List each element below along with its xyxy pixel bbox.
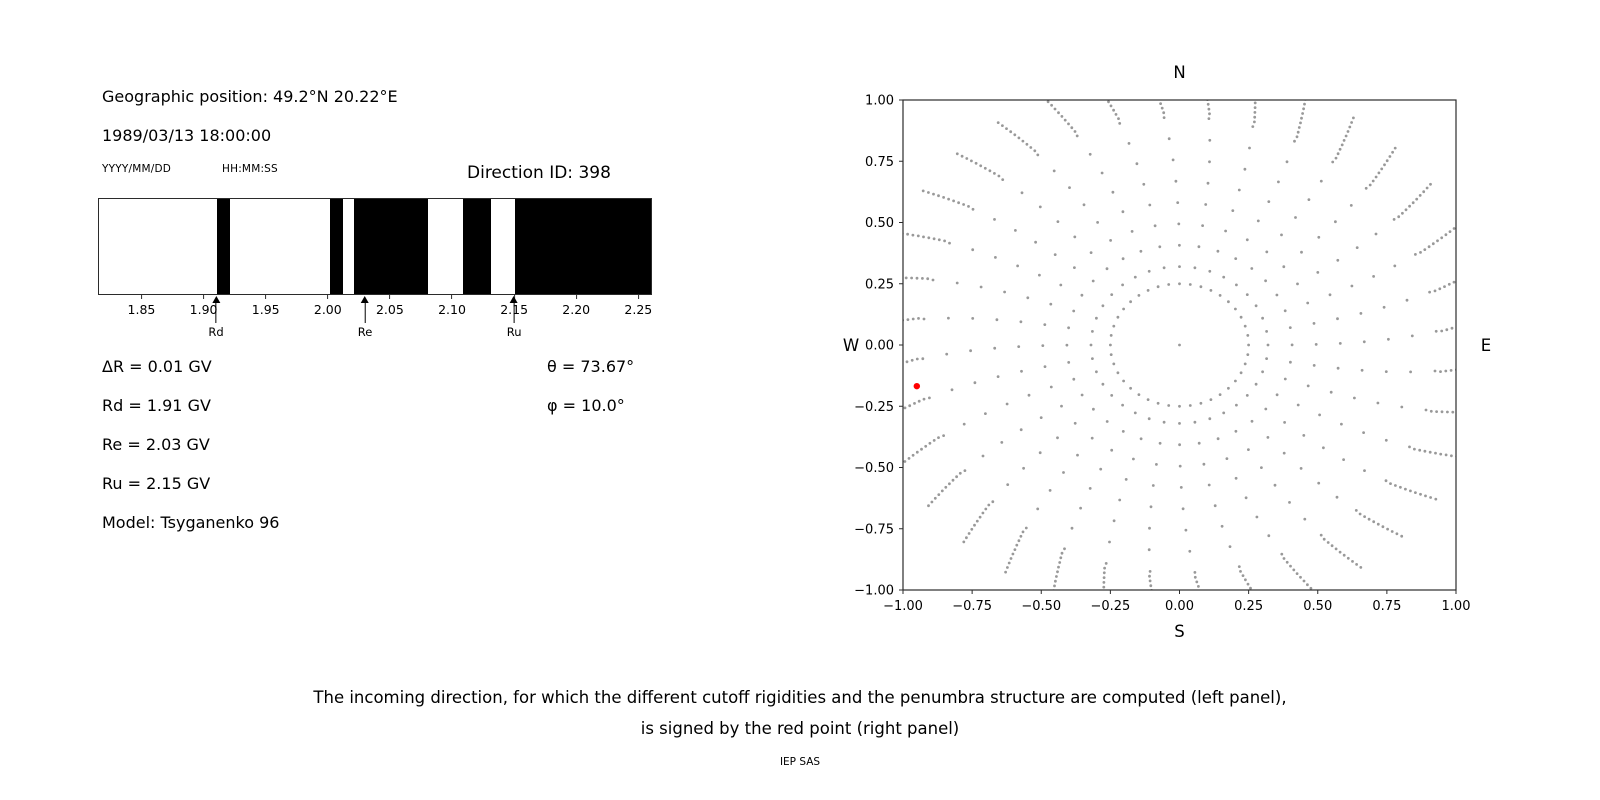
credit-text: IEP SAS: [779, 756, 821, 768]
datetime-text: 1989/03/13 18:00:00: [102, 126, 272, 145]
up-arrow-icon: [211, 296, 220, 303]
phi-value: φ = 10.0°: [547, 396, 625, 415]
y-tick-label: −0.25: [854, 400, 894, 415]
x-tick-label: 0.00: [1165, 599, 1194, 614]
tick-label: 1.90: [189, 302, 218, 317]
penumbra-axis-tick: 2.00: [314, 295, 342, 317]
marker-label: Rd: [206, 325, 226, 339]
x-tick-label: −1.00: [883, 599, 923, 614]
tick-mark: [637, 295, 639, 299]
tick-label: 2.20: [562, 302, 591, 317]
x-tick-label: 1.00: [1442, 599, 1471, 614]
rigidity-marker-re: Re: [355, 295, 375, 339]
x-tick-label: 0.75: [1372, 599, 1401, 614]
tick-mark: [575, 295, 577, 299]
y-tick-label: 0.50: [865, 216, 894, 231]
penumbra-axis-tick: 1.95: [252, 295, 280, 317]
forbidden-band: [462, 199, 492, 294]
caption-line2: is signed by the red point (right panel): [640, 719, 960, 738]
re-value: Re = 2.03 GV: [102, 435, 210, 454]
penumbra-axis-tick: 1.90: [190, 295, 218, 317]
model-text: Model: Tsyganenko 96: [102, 513, 280, 532]
scatter-dots: [903, 100, 1456, 590]
penumbra-axis-tick: 1.85: [127, 295, 156, 317]
rigidity-marker-rd: Rd: [206, 295, 226, 339]
direction-scatter: −1.00 −0.75 −0.50 −0.25 0.00 0.25 0.50 0.75 1.00…: [843, 63, 1491, 641]
y-tick-label: 1.00: [865, 94, 894, 109]
time-format-label: HH:MM:SS: [222, 163, 278, 175]
y-tick-label: −1.00: [854, 584, 894, 599]
caption-line1: The incoming direction, for which the di…: [313, 688, 1287, 707]
up-arrow-icon: [510, 296, 519, 303]
y-tick-label: −0.50: [854, 461, 894, 476]
arrow-shaft: [215, 303, 217, 323]
tick-mark: [451, 295, 453, 299]
x-tick-label: −0.25: [1090, 599, 1130, 614]
tick-label: 2.10: [438, 302, 466, 317]
date-format-label: YYYY/MM/DD: [102, 163, 172, 175]
marker-label: Ru: [504, 325, 524, 339]
rd-value: Rd = 1.91 GV: [102, 396, 211, 415]
rigidity-marker-ru: Ru: [504, 295, 524, 339]
red-point: [913, 382, 921, 390]
tick-mark: [265, 295, 267, 299]
penumbra-axis-tick: 2.05: [376, 295, 404, 317]
forbidden-band: [216, 199, 231, 294]
arrow-shaft: [364, 303, 366, 323]
geo-position-text: Geographic position: 49.2°N 20.22°E: [102, 87, 398, 106]
arrow-shaft: [513, 303, 515, 323]
compass-label-n: N: [1173, 63, 1185, 82]
penumbra-bar: [98, 198, 652, 295]
ru-value: Ru = 2.15 GV: [102, 474, 211, 493]
tick-label: 2.00: [313, 302, 342, 317]
y-tick-label: 0.25: [865, 277, 894, 292]
tick-label: 1.95: [251, 302, 280, 317]
direction-id-text: Direction ID: 398: [467, 163, 611, 183]
tick-label: 2.05: [375, 302, 404, 317]
marker-label: Re: [355, 325, 375, 339]
y-tick-label: 0.00: [865, 339, 894, 354]
tick-label: 2.25: [624, 302, 653, 317]
y-tick-label: 0.75: [865, 155, 894, 170]
penumbra-axis-tick: 2.20: [562, 295, 590, 317]
x-tick-label: 0.25: [1234, 599, 1263, 614]
tick-mark: [327, 295, 329, 299]
delta-r-value: ΔR = 0.01 GV: [102, 357, 212, 376]
penumbra-axis-tick: 2.25: [624, 295, 652, 317]
tick-mark: [389, 295, 391, 299]
compass-label-w: W: [843, 336, 859, 355]
tick-label: 1.85: [127, 302, 156, 317]
up-arrow-icon: [361, 296, 370, 303]
tick-mark: [140, 295, 142, 299]
forbidden-band: [330, 199, 343, 294]
penumbra-axis-tick: 2.10: [438, 295, 466, 317]
forbidden-band: [514, 199, 651, 294]
forbidden-band: [353, 199, 429, 294]
penumbra-chart: 1.851.901.952.002.052.102.152.202.25 RdR…: [98, 198, 652, 339]
theta-value: θ = 73.67°: [547, 357, 635, 376]
x-tick-label: 0.50: [1303, 599, 1332, 614]
x-tick-label: −0.50: [1021, 599, 1061, 614]
y-tick-label: −0.75: [854, 522, 894, 537]
x-tick-label: −0.75: [952, 599, 992, 614]
tick-mark: [203, 295, 205, 299]
compass-label-e: E: [1481, 336, 1491, 355]
compass-label-s: S: [1174, 622, 1184, 641]
